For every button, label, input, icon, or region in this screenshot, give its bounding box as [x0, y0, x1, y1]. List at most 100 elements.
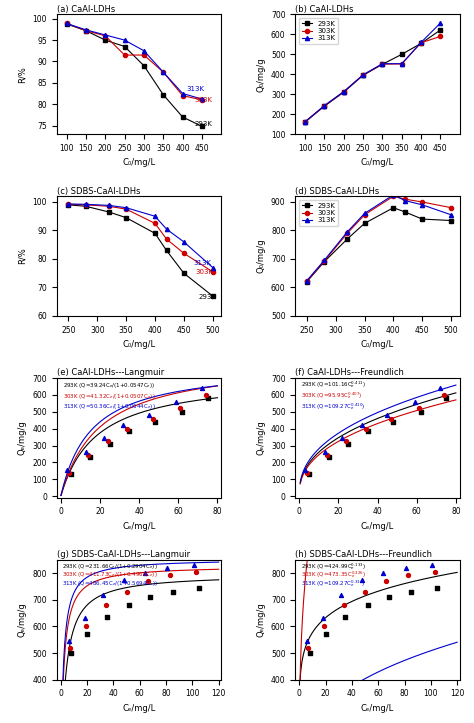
Text: (e) CaAl-LDHs---Langmuir: (e) CaAl-LDHs---Langmuir — [57, 368, 164, 377]
Point — [380, 568, 387, 579]
303K — [321, 102, 327, 111]
Text: (a) CaAl-LDHs: (a) CaAl-LDHs — [57, 4, 115, 14]
313K — [419, 200, 425, 209]
Point — [82, 620, 90, 632]
293K — [419, 215, 425, 223]
X-axis label: Cₑ/mg/L: Cₑ/mg/L — [122, 522, 156, 531]
Point — [345, 438, 352, 450]
293K — [304, 278, 310, 286]
313K — [304, 276, 310, 285]
Text: 313K (Q=486.45C$_e$/(1+0.5694C$_e$)): 313K (Q=486.45C$_e$/(1+0.5694C$_e$)) — [62, 579, 158, 588]
Point — [340, 599, 348, 611]
Y-axis label: R/%: R/% — [18, 248, 27, 265]
Point — [176, 403, 184, 414]
293K — [341, 88, 346, 97]
Point — [202, 389, 210, 401]
293K — [360, 71, 366, 80]
Point — [437, 382, 444, 394]
Y-axis label: Q₀/mg/g: Q₀/mg/g — [256, 57, 265, 92]
Point — [141, 568, 149, 579]
Point — [65, 636, 73, 647]
Point — [204, 393, 211, 404]
313K — [399, 59, 405, 68]
Y-axis label: Qₑ/mg/g: Qₑ/mg/g — [256, 602, 265, 637]
Point — [305, 469, 313, 480]
Point — [442, 393, 450, 404]
303K — [304, 277, 310, 286]
Point — [417, 406, 424, 418]
Point — [342, 435, 350, 447]
293K — [391, 203, 396, 212]
Point — [325, 452, 332, 463]
Point — [66, 642, 74, 654]
Point — [65, 467, 73, 479]
Text: 293K (Q=39.24C$_e$/(1+0.0547C$_e$)): 293K (Q=39.24C$_e$/(1+0.0547C$_e$)) — [63, 380, 155, 390]
313K — [438, 19, 443, 27]
Point — [67, 469, 74, 480]
313K — [302, 117, 308, 126]
Point — [301, 464, 309, 476]
Point — [166, 569, 174, 581]
303K — [448, 203, 454, 212]
293K — [380, 60, 385, 69]
Y-axis label: Qₑ/mg/g: Qₑ/mg/g — [18, 421, 27, 455]
Point — [102, 599, 109, 611]
293K — [362, 219, 367, 228]
Point — [100, 432, 108, 444]
Text: (c) SDBS-CaAl-LDHs: (c) SDBS-CaAl-LDHs — [57, 187, 140, 195]
Point — [169, 586, 176, 598]
Point — [86, 452, 94, 463]
Point — [434, 582, 441, 594]
Point — [192, 566, 200, 578]
Point — [364, 599, 372, 611]
Point — [151, 416, 159, 428]
Point — [323, 449, 330, 461]
313K — [321, 101, 327, 110]
Point — [145, 409, 153, 421]
293K — [399, 50, 405, 59]
293K — [438, 26, 443, 35]
X-axis label: C₀/mg/L: C₀/mg/L — [123, 158, 155, 167]
Point — [383, 576, 390, 587]
Point — [195, 582, 203, 594]
Text: (h) SDBS-CaAl-LDHs---Freundlich: (h) SDBS-CaAl-LDHs---Freundlich — [295, 550, 432, 559]
Point — [306, 647, 314, 659]
Line: 293K: 293K — [303, 28, 443, 124]
313K — [360, 71, 366, 80]
Line: 303K: 303K — [303, 34, 443, 124]
Point — [359, 574, 366, 586]
Point — [362, 423, 370, 435]
Text: 313K: 313K — [186, 86, 204, 93]
Y-axis label: Qₑ/mg/g: Qₑ/mg/g — [18, 602, 27, 637]
Point — [178, 406, 186, 418]
303K — [419, 197, 425, 206]
303K — [360, 71, 366, 80]
293K — [448, 216, 454, 225]
303K — [399, 59, 405, 68]
Text: (g) SDBS-CaAl-LDHs---Langmuir: (g) SDBS-CaAl-LDHs---Langmuir — [57, 550, 190, 559]
Point — [383, 409, 391, 421]
Point — [338, 432, 346, 444]
303K — [402, 194, 408, 203]
303K — [380, 60, 385, 69]
Point — [104, 435, 111, 447]
Point — [126, 599, 133, 611]
Text: 303K: 303K — [194, 97, 212, 103]
Text: 313K: 313K — [194, 260, 211, 265]
Point — [364, 425, 372, 437]
293K — [345, 235, 350, 244]
Text: 303K: 303K — [195, 269, 213, 275]
Point — [321, 447, 328, 458]
Point — [119, 419, 127, 431]
Y-axis label: R/%: R/% — [18, 66, 27, 82]
Y-axis label: Qₑ/mg/g: Qₑ/mg/g — [256, 421, 265, 455]
Text: 313K (Q=109.27C$_e^{0.334}$): 313K (Q=109.27C$_e^{0.334}$) — [301, 578, 365, 589]
Line: 313K: 313K — [303, 21, 443, 124]
Point — [405, 569, 412, 581]
Text: 293K: 293K — [194, 121, 212, 127]
Point — [126, 425, 133, 437]
Point — [198, 382, 206, 394]
X-axis label: Cₑ/mg/L: Cₑ/mg/L — [361, 522, 394, 531]
313K — [362, 209, 367, 218]
Point — [319, 612, 327, 624]
